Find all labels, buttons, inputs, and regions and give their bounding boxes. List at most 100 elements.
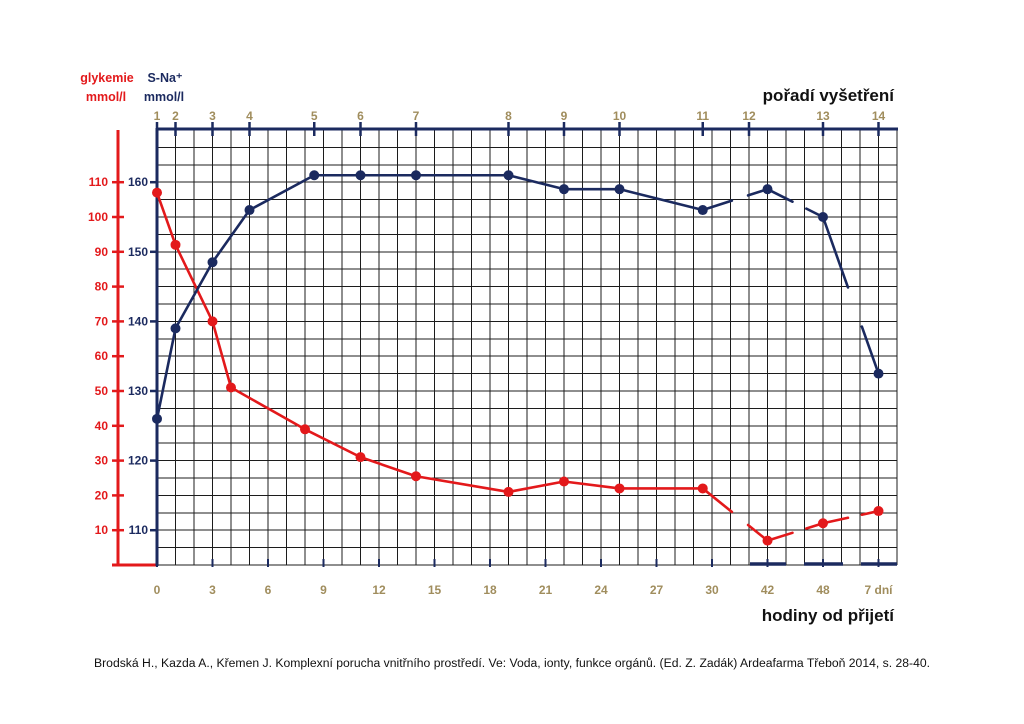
glucose-line-segment: [174, 243, 214, 323]
plot-series: [152, 170, 884, 546]
sodium-line-segment: [211, 208, 251, 264]
sodium-line-segment: [155, 327, 177, 421]
glucose-data-point: [411, 471, 421, 482]
sodium-line-segment: [701, 199, 734, 212]
top-tick-label: 11: [696, 109, 709, 123]
glucose-data-point: [152, 187, 162, 198]
top-tick-label: 10: [613, 109, 627, 123]
sodium-data-point: [244, 205, 255, 216]
glucose-tick-label: 40: [95, 419, 109, 433]
sodium-data-point: [309, 170, 320, 181]
sodium-tick-label: 140: [128, 314, 148, 328]
sodium-line-segment: [860, 325, 880, 375]
sodium-axis-unit: mmol/l: [144, 90, 184, 104]
sodium-line-segment: [618, 187, 705, 212]
glucose-tick-label: 110: [89, 175, 109, 189]
glucose-line-segment: [359, 455, 418, 478]
glucose-tick-label: 20: [95, 488, 109, 502]
sodium-data-point: [818, 212, 828, 222]
glucose-tick-label: 90: [95, 245, 109, 259]
sodium-data-point: [559, 184, 569, 195]
sodium-axis-title: S-Na⁺: [147, 71, 182, 85]
glucose-tick-label: 10: [95, 523, 109, 537]
top-tick-label: 5: [311, 109, 318, 123]
source-caption: Brodská H., Kazda A., Křemen J. Komplexn…: [94, 658, 930, 670]
top-tick-label: 14: [872, 109, 886, 123]
bottom-tick-label: 27: [650, 583, 664, 597]
bottom-tick-label: 48: [816, 583, 830, 597]
top-tick-label: 4: [246, 109, 253, 123]
bottom-tick-label: 42: [761, 583, 775, 597]
sodium-tick-label: 110: [129, 523, 149, 537]
bottom-axis-title: hodiny od přijetí: [762, 606, 895, 625]
glucose-tick-label: 30: [95, 454, 109, 468]
glucose-data-point: [355, 452, 366, 463]
glucose-tick-label: 70: [95, 314, 109, 328]
glucose-tick-label: 100: [88, 210, 108, 224]
top-tick-label: 3: [209, 109, 216, 123]
top-tick-label: 6: [357, 109, 364, 123]
glucose-line-segment: [414, 474, 510, 494]
top-tick-label: 13: [816, 109, 830, 123]
sodium-data-point: [170, 323, 181, 334]
bottom-tick-label: 15: [428, 583, 442, 597]
glucose-line-segment: [211, 320, 233, 389]
glucose-data-point: [170, 239, 181, 250]
glucose-data-point: [873, 506, 884, 517]
bottom-tick-label: 3: [209, 583, 216, 597]
bottom-tick-label: 6: [265, 583, 272, 597]
glucose-data-point: [697, 483, 708, 494]
glucose-data-point: [614, 483, 625, 494]
sodium-tick-label: 160: [128, 175, 148, 189]
sodium-tick-label: 130: [128, 384, 148, 398]
sodium-data-point: [762, 184, 773, 195]
sodium-data-point: [697, 205, 708, 216]
bottom-tick-label: 9: [320, 583, 327, 597]
sodium-line-segment: [248, 173, 316, 212]
bottom-tick-label: 12: [372, 583, 386, 597]
sodium-data-point: [411, 170, 421, 181]
top-tick-label: 9: [561, 109, 568, 123]
glucose-data-point: [226, 382, 236, 393]
top-tick-label: 2: [172, 109, 179, 123]
glucose-line-segment: [701, 487, 734, 514]
sodium-data-point: [873, 368, 884, 379]
top-tick-label: 12: [742, 109, 756, 123]
axis-ticks: 1020304050607080901001101101201301401501…: [88, 109, 893, 597]
glucose-tick-label: 80: [95, 280, 109, 294]
bottom-tick-label: 30: [705, 583, 719, 597]
glucose-line-segment: [562, 480, 621, 490]
bottom-tick-label: 18: [483, 583, 497, 597]
glucose-axis-title: glykemie: [80, 71, 134, 85]
glucose-axis-unit: mmol/l: [86, 90, 126, 104]
sodium-data-point: [207, 257, 218, 268]
sodium-line-segment: [174, 260, 214, 330]
top-axis-title: pořadí vyšetření: [763, 86, 896, 105]
glucose-data-point: [207, 316, 218, 327]
sodium-data-point: [503, 170, 514, 181]
top-tick-label: 8: [505, 109, 512, 123]
glucose-line-segment: [303, 427, 362, 459]
glucose-line-segment: [229, 386, 307, 431]
bottom-tick-label: 21: [539, 583, 553, 597]
glucose-tick-label: 60: [95, 349, 109, 363]
grid: [156, 129, 898, 566]
glucose-data-point: [818, 518, 828, 529]
top-tick-label: 1: [154, 109, 161, 123]
sodium-data-point: [152, 413, 162, 424]
bottom-tick-label: 7 dní: [864, 583, 893, 597]
sodium-line-segment: [821, 215, 850, 289]
glucose-tick-label: 50: [95, 384, 109, 398]
sodium-line-segment: [507, 173, 566, 191]
top-tick-label: 7: [413, 109, 420, 123]
sodium-tick-label: 150: [128, 245, 148, 259]
glucose-data-point: [762, 535, 773, 546]
bottom-tick-label: 0: [154, 583, 161, 597]
glucose-line-segment: [507, 480, 566, 494]
sodium-tick-label: 120: [128, 454, 148, 468]
sodium-data-point: [614, 184, 625, 195]
glucose-line-segment: [155, 191, 177, 247]
